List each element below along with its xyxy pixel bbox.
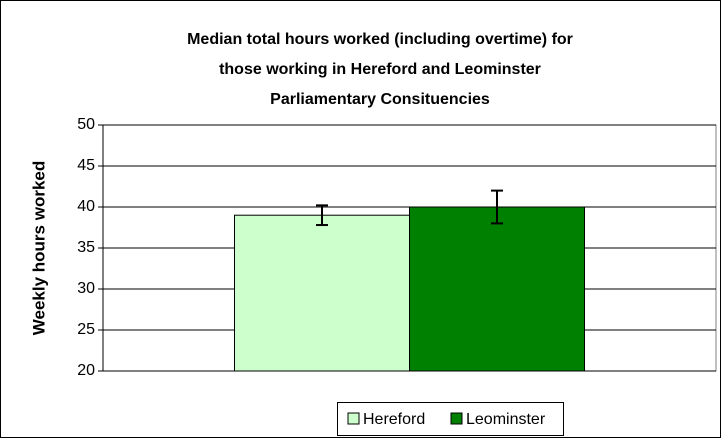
- legend-swatch: [450, 412, 463, 425]
- y-tick-label: 40: [77, 198, 95, 215]
- error-bar: [316, 204, 328, 227]
- chart-title: Parliamentary Consituencies: [270, 91, 490, 108]
- legend-label: Leominster: [466, 411, 546, 428]
- y-tick-label: 25: [77, 321, 95, 338]
- y-axis-label: Weekly hours worked: [29, 161, 48, 335]
- y-tick-label: 35: [77, 239, 95, 256]
- chart-title: those working in Hereford and Leominster: [219, 61, 541, 78]
- legend-swatch: [347, 412, 360, 425]
- y-tick-label: 50: [77, 116, 95, 133]
- error-bar: [491, 189, 503, 225]
- y-tick-label: 30: [77, 280, 95, 297]
- y-tick-label: 20: [77, 362, 95, 379]
- y-tick-label: 45: [77, 157, 95, 174]
- chart-title: Median total hours worked (including ove…: [187, 31, 573, 48]
- bar: [234, 214, 410, 372]
- legend-label: Hereford: [363, 411, 425, 428]
- bar: [409, 206, 585, 372]
